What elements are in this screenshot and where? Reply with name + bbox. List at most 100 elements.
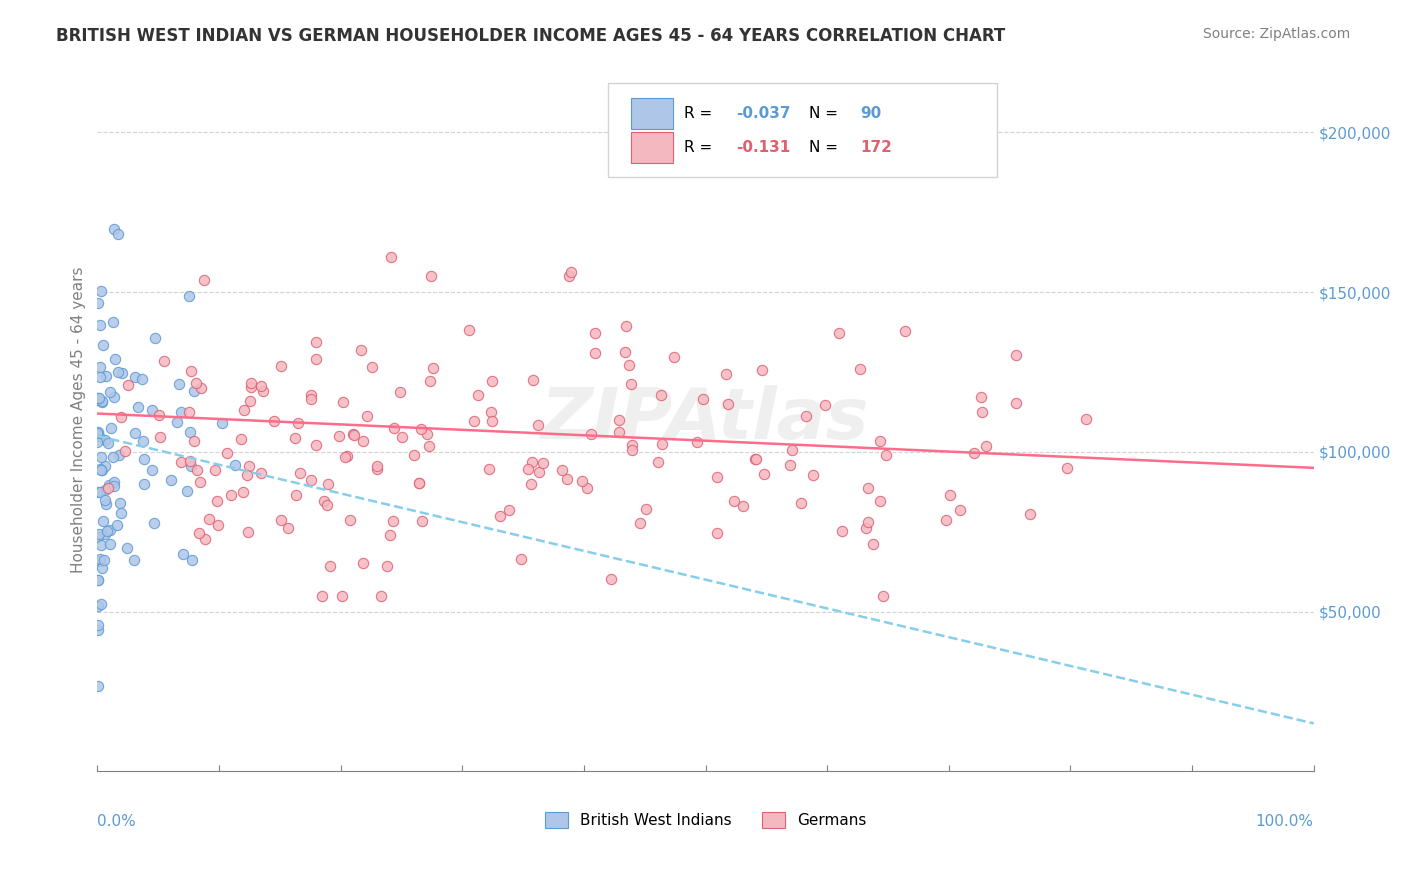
Point xyxy=(239,376,262,391)
Point xyxy=(177,289,200,303)
Point xyxy=(628,516,651,530)
Point xyxy=(801,467,824,482)
Point xyxy=(330,589,353,603)
Point xyxy=(855,521,877,535)
Y-axis label: Householder Income Ages 45 - 64 years: Householder Income Ages 45 - 64 years xyxy=(72,267,86,574)
Point xyxy=(1056,461,1078,475)
Point xyxy=(184,376,207,391)
Point xyxy=(789,496,811,510)
Text: 100.0%: 100.0% xyxy=(1256,814,1313,829)
Point xyxy=(86,618,108,632)
Point xyxy=(132,452,155,467)
Point xyxy=(717,396,740,410)
Point xyxy=(583,346,606,360)
Point xyxy=(186,463,208,477)
Point xyxy=(636,502,658,516)
Point xyxy=(86,574,108,588)
Point xyxy=(89,462,111,476)
Point xyxy=(520,477,543,491)
Point xyxy=(89,552,111,566)
Point xyxy=(204,463,226,477)
Point xyxy=(97,478,120,492)
Point xyxy=(416,426,439,441)
Point xyxy=(166,415,188,429)
Point xyxy=(517,462,540,476)
Point xyxy=(94,434,117,448)
Point xyxy=(391,430,413,444)
Point xyxy=(103,479,125,493)
Point xyxy=(103,450,125,464)
Point xyxy=(723,494,745,508)
Point xyxy=(252,384,274,398)
Point xyxy=(90,463,112,477)
Point xyxy=(457,323,479,337)
Point xyxy=(143,331,166,345)
Point xyxy=(86,434,108,449)
Point xyxy=(110,410,132,425)
Point xyxy=(522,455,544,469)
Point xyxy=(285,488,308,502)
Point xyxy=(481,414,503,428)
Point xyxy=(527,417,550,432)
Point xyxy=(939,488,962,502)
Point xyxy=(238,459,260,474)
Point xyxy=(115,541,138,556)
Point xyxy=(560,265,582,279)
Point xyxy=(107,227,129,241)
Point xyxy=(522,373,544,387)
Point xyxy=(872,589,894,603)
Point xyxy=(617,358,640,372)
Point xyxy=(352,434,374,449)
Point xyxy=(232,484,254,499)
Point xyxy=(188,526,211,541)
Point xyxy=(97,435,120,450)
Point xyxy=(366,462,388,476)
Text: -0.037: -0.037 xyxy=(735,106,790,121)
Point xyxy=(250,379,273,393)
Point xyxy=(478,462,501,476)
Point xyxy=(752,467,775,482)
Point xyxy=(489,509,512,524)
Point xyxy=(875,448,897,462)
Point xyxy=(110,495,132,509)
Text: Source: ZipAtlas.com: Source: ZipAtlas.com xyxy=(1202,27,1350,41)
Point xyxy=(498,503,520,517)
Point xyxy=(270,359,292,373)
Point xyxy=(686,435,709,450)
Point xyxy=(93,514,115,528)
Point xyxy=(794,409,817,423)
Point xyxy=(370,589,392,603)
Text: 0.0%: 0.0% xyxy=(97,814,136,829)
Point xyxy=(239,393,262,408)
Point xyxy=(287,416,309,430)
Point xyxy=(831,524,853,539)
Point xyxy=(692,392,714,407)
Point xyxy=(89,484,111,499)
Point xyxy=(352,556,374,570)
Point xyxy=(229,432,252,446)
Point xyxy=(963,446,986,460)
Point xyxy=(647,455,669,469)
Point xyxy=(198,512,221,526)
Point xyxy=(86,392,108,407)
Point xyxy=(576,481,599,495)
Point xyxy=(858,515,880,529)
Point xyxy=(366,458,388,473)
Point xyxy=(614,318,637,333)
Point xyxy=(270,513,292,527)
Point xyxy=(153,354,176,368)
Point xyxy=(148,408,170,422)
Point xyxy=(583,326,606,341)
Point xyxy=(179,454,201,468)
Point xyxy=(100,421,122,435)
Point xyxy=(94,497,117,511)
Point xyxy=(319,559,342,574)
Point xyxy=(149,430,172,444)
Point xyxy=(89,553,111,567)
Text: BRITISH WEST INDIAN VS GERMAN HOUSEHOLDER INCOME AGES 45 - 64 YEARS CORRELATION : BRITISH WEST INDIAN VS GERMAN HOUSEHOLDE… xyxy=(56,27,1005,45)
Point xyxy=(141,463,163,477)
Point xyxy=(621,442,644,457)
Point xyxy=(380,528,402,542)
Point xyxy=(481,405,503,419)
Point xyxy=(90,395,112,409)
